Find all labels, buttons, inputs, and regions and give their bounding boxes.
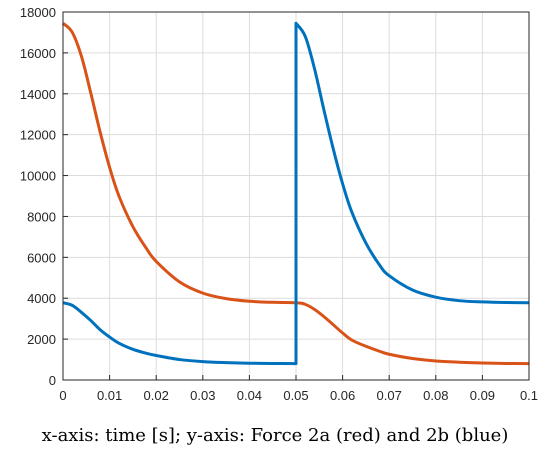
x-tick-label: 0.04 bbox=[237, 388, 262, 403]
x-tick-label: 0.03 bbox=[190, 388, 215, 403]
x-tick-label: 0.01 bbox=[97, 388, 122, 403]
x-tick-label: 0 bbox=[59, 388, 66, 403]
y-axis-ticks: 0 2000 4000 6000 8000 10000 12000 14000 16000 180… bbox=[20, 5, 68, 388]
line-chart: 0 0.01 0.02 0.03 0.04 0.05 0.06 0.07 0.08 0.09 0.1… bbox=[20, 5, 538, 403]
y-tick-label: 16000 bbox=[20, 46, 56, 61]
x-axis-ticks: 0 0.01 0.02 0.03 0.04 0.05 0.06 0.07 0.08 0.09 0.1 bbox=[59, 375, 538, 403]
x-tick-label: 0.1 bbox=[520, 388, 538, 403]
y-tick-label: 14000 bbox=[20, 87, 56, 102]
x-tick-label: 0.08 bbox=[423, 388, 448, 403]
y-tick-label: 2000 bbox=[27, 332, 56, 347]
y-tick-label: 10000 bbox=[20, 169, 56, 184]
x-tick-label: 0.09 bbox=[470, 388, 495, 403]
y-tick-label: 0 bbox=[49, 373, 56, 388]
y-tick-label: 12000 bbox=[20, 128, 56, 143]
y-tick-label: 18000 bbox=[20, 5, 56, 20]
figure-caption: x-axis: time [s]; y-axis: Force 2a (red)… bbox=[41, 425, 509, 446]
y-tick-label: 8000 bbox=[27, 209, 56, 224]
y-tick-label: 4000 bbox=[27, 291, 56, 306]
x-tick-label: 0.07 bbox=[377, 388, 402, 403]
series-layer bbox=[61, 21, 530, 366]
series-line-2 bbox=[62, 21, 530, 366]
y-tick-label: 6000 bbox=[27, 250, 56, 265]
x-tick-label: 0.02 bbox=[144, 388, 169, 403]
x-tick-label: 0.05 bbox=[283, 388, 308, 403]
x-tick-label: 0.06 bbox=[330, 388, 355, 403]
